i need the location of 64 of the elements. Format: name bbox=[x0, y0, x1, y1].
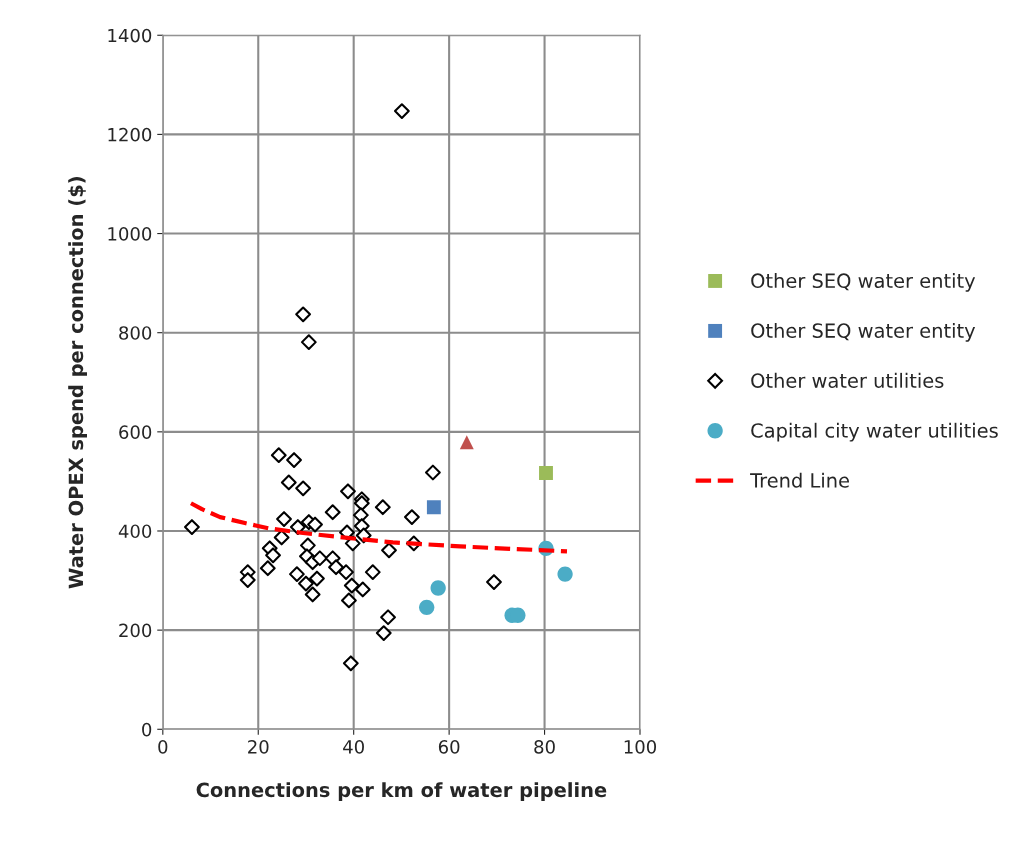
point bbox=[419, 599, 435, 615]
x-tick-label: 60 bbox=[438, 740, 460, 754]
legend-label: Capital city water utilities bbox=[751, 422, 998, 442]
point bbox=[381, 542, 397, 559]
point bbox=[353, 495, 370, 512]
x-tick-label: 40 bbox=[343, 740, 364, 754]
y-axis-title: Water OPEX spend per connection ($) bbox=[68, 177, 87, 589]
legend-label: Other SEQ water entity bbox=[751, 273, 976, 292]
y-tick-label: 200 bbox=[119, 623, 152, 638]
point bbox=[338, 564, 354, 581]
y-tick-label: 1200 bbox=[108, 127, 152, 142]
point bbox=[426, 500, 441, 515]
y-tick-label: 1000 bbox=[108, 227, 152, 241]
point bbox=[342, 655, 359, 672]
point bbox=[270, 447, 287, 464]
point bbox=[343, 577, 360, 594]
legend-label: Other SEQ water entity bbox=[751, 322, 976, 342]
point bbox=[273, 529, 290, 546]
point bbox=[328, 559, 344, 576]
point bbox=[393, 103, 410, 120]
x-tick-label: 80 bbox=[534, 740, 555, 754]
point bbox=[289, 519, 306, 535]
point bbox=[276, 511, 292, 528]
point bbox=[557, 566, 573, 582]
point bbox=[364, 564, 381, 581]
point bbox=[309, 570, 325, 587]
x-tick-label: 20 bbox=[248, 740, 269, 754]
legend-label: Trend Line bbox=[750, 472, 849, 488]
point bbox=[539, 466, 553, 480]
point bbox=[298, 575, 314, 592]
point bbox=[430, 580, 446, 596]
point bbox=[286, 452, 302, 469]
point bbox=[375, 625, 392, 642]
point bbox=[295, 480, 312, 497]
point bbox=[459, 435, 474, 450]
point bbox=[380, 609, 396, 626]
point bbox=[424, 464, 441, 481]
point bbox=[341, 592, 357, 609]
point bbox=[304, 586, 321, 603]
point bbox=[403, 509, 420, 526]
point bbox=[239, 572, 256, 588]
point bbox=[486, 574, 502, 590]
point bbox=[311, 550, 328, 567]
point bbox=[324, 504, 341, 521]
x-tick-label: 0 bbox=[158, 740, 168, 754]
point bbox=[280, 474, 297, 491]
y-tick-label: 1400 bbox=[108, 28, 152, 43]
x-axis-title: Connections per km of water pipeline bbox=[196, 782, 607, 801]
point bbox=[259, 560, 276, 577]
point bbox=[265, 547, 281, 564]
point bbox=[184, 519, 200, 535]
point bbox=[288, 566, 305, 583]
point bbox=[340, 483, 356, 500]
point bbox=[300, 334, 317, 351]
y-tick-label: 400 bbox=[118, 524, 152, 539]
y-tick-label: 800 bbox=[119, 326, 152, 340]
y-tick-label: 0 bbox=[142, 722, 152, 737]
legend-label: Other water utilities bbox=[751, 372, 944, 388]
x-tick-label: 100 bbox=[624, 740, 657, 754]
point bbox=[295, 306, 312, 323]
y-tick-label: 600 bbox=[119, 425, 152, 439]
point bbox=[374, 499, 391, 516]
point bbox=[307, 516, 323, 533]
point bbox=[354, 581, 371, 598]
